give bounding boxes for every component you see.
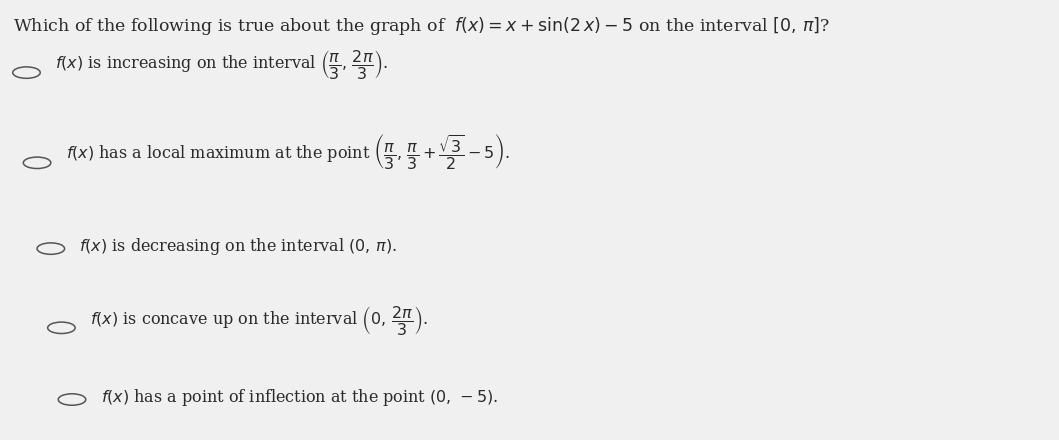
Text: $f(x)$ has a local maximum at the point $\left(\dfrac{\pi}{3},\, \dfrac{\pi}{3} : $f(x)$ has a local maximum at the point … [66,132,509,172]
Text: Which of the following is true about the graph of  $f(x) = x + \sin(2\,x) - 5$ o: Which of the following is true about the… [13,15,829,37]
Text: $f(x)$ is decreasing on the interval $(0,\, \pi)$.: $f(x)$ is decreasing on the interval $(0… [79,236,397,257]
Text: $f(x)$ has a point of inflection at the point $(0,\,-5)$.: $f(x)$ has a point of inflection at the … [101,387,498,408]
Text: $f(x)$ is concave up on the interval $\left(0,\, \dfrac{2\pi}{3}\right)$.: $f(x)$ is concave up on the interval $\l… [90,304,428,337]
Text: $f(x)$ is increasing on the interval $\left(\dfrac{\pi}{3},\, \dfrac{2\pi}{3}\ri: $f(x)$ is increasing on the interval $\l… [55,48,389,81]
